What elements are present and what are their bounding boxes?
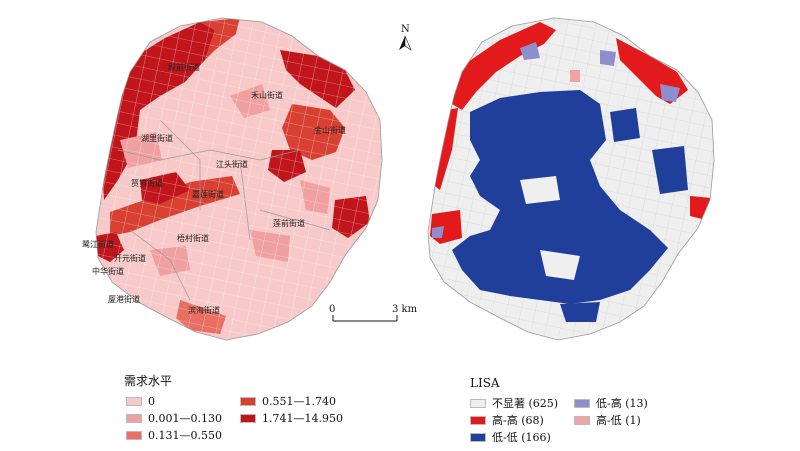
street-label: 殿前街道: [168, 62, 200, 72]
legend-swatch: [240, 414, 256, 423]
lisa-high-high-east: [690, 196, 712, 220]
lisa-legend-item: 高-低 (1): [574, 412, 641, 428]
lisa-low-low-south: [560, 302, 600, 322]
demand-legend-item: 0: [126, 395, 155, 408]
legend-swatch: [126, 397, 142, 406]
lisa-map: [427, 17, 715, 341]
lisa-low-high: [660, 84, 680, 102]
street-label: 鹭江街道: [82, 239, 114, 249]
street-label: 梧村街道: [177, 233, 209, 243]
legend-swatch: [126, 431, 142, 440]
scale-distance: 3 km: [392, 304, 418, 315]
legend-label: 高-低 (1): [596, 414, 641, 427]
legend-label: 0.131—0.550: [148, 429, 222, 442]
demand-legend-title: 需求水平: [124, 374, 173, 388]
demand-map: 殿前街道 禾山街道 湖里街道 金山街道 江头街道 筼筜街道 嘉莲街道 莲前街道 …: [82, 17, 383, 341]
legend-label: 0.551—1.740: [262, 395, 336, 408]
street-label: 江头街道: [216, 159, 248, 169]
lisa-low-high: [600, 50, 616, 66]
street-label: 禾山街道: [251, 90, 283, 100]
lisa-high-high-north: [452, 22, 556, 110]
legend-swatch: [240, 397, 256, 406]
legend-swatch: [470, 398, 486, 408]
lisa-legend-item: 不显著 (625): [470, 395, 558, 411]
demand-legend-item: 0.551—1.740: [240, 395, 336, 408]
street-label: 嘉莲街道: [192, 189, 224, 199]
legend-swatch: [126, 414, 142, 423]
lisa-legend-item: 低-高 (13): [574, 395, 648, 411]
street-label: 厦港街道: [108, 294, 140, 304]
legend-label: 0: [148, 395, 155, 408]
street-label: 莲前街道: [273, 218, 305, 228]
street-label: 湖里街道: [141, 133, 173, 143]
legend-swatch: [574, 398, 590, 408]
lisa-low-high: [520, 42, 540, 60]
street-label: 滨海街道: [188, 305, 220, 315]
legend-label: 低-低 (166): [492, 431, 551, 444]
scale-zero: 0: [329, 304, 335, 315]
street-label: 中华街道: [92, 266, 124, 276]
lisa-low-low-core: [452, 90, 668, 304]
legend-swatch: [470, 432, 486, 442]
demand-legend-item: 1.741—14.950: [240, 412, 343, 425]
street-label: 金山街道: [314, 125, 346, 135]
legend-swatch: [470, 415, 486, 425]
lisa-legend-item: 低-低 (166): [470, 429, 551, 445]
lisa-legend-item: 高-高 (68): [470, 412, 544, 428]
north-arrow: N: [399, 24, 412, 51]
lisa-low-low-northeast: [610, 108, 640, 142]
demand-legend-item: 0.131—0.550: [126, 429, 222, 442]
lisa-legend-title: LISA: [470, 376, 500, 390]
north-arrow-label: N: [401, 24, 410, 35]
demand-legend-item: 0.001—0.130: [126, 412, 222, 425]
lisa-high-high-southwest: [430, 210, 462, 244]
lisa-outline: [427, 17, 715, 341]
lisa-low-low-east: [652, 146, 688, 194]
legend-label: 不显著 (625): [492, 397, 559, 410]
street-label: 开元街道: [114, 253, 146, 263]
lisa-low-high: [432, 226, 444, 238]
legend-label: 1.741—14.950: [262, 412, 343, 425]
lisa-high-low: [570, 70, 580, 82]
legend-swatch: [574, 415, 590, 425]
street-label: 筼筜街道: [131, 178, 163, 188]
legend-label: 0.001—0.130: [148, 412, 222, 425]
legend-label: 高-高 (68): [492, 414, 544, 427]
scale-bar: 0 3 km: [329, 304, 418, 322]
lisa-hole: [540, 250, 580, 280]
district-boundaries: [117, 119, 331, 301]
lisa-hole: [520, 176, 560, 204]
legend-label: 低-高 (13): [596, 397, 648, 410]
